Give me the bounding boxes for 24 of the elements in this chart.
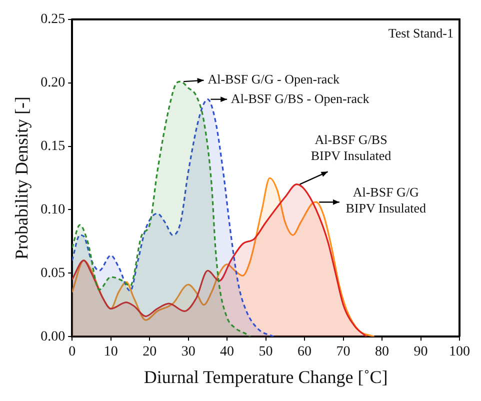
x-tick-label: 60 — [298, 344, 312, 360]
series-label: Al-BSF G/BS - Open-rack — [230, 90, 370, 106]
x-tick-label: 10 — [104, 344, 118, 360]
y-tick-label: 0.25 — [40, 12, 66, 28]
x-tick-label: 100 — [449, 344, 470, 360]
y-tick-label: 0.15 — [40, 138, 66, 154]
x-tick-label: 90 — [414, 344, 428, 360]
x-tick-label: 30 — [181, 344, 196, 360]
series-label: Al-BSF G/G - Open-rack — [208, 72, 340, 87]
y-tick-label: 0.05 — [40, 266, 66, 281]
y-tick-label: 0.00 — [40, 329, 66, 344]
series-label: Al-BSF G/BS BIPV Insulated — [310, 132, 392, 164]
y-axis-title: Probability Density [-] — [12, 96, 32, 260]
x-tick-label: 80 — [375, 344, 390, 360]
y-tick-label: 0.10 — [40, 202, 66, 218]
x-tick-label: 20 — [142, 344, 157, 360]
series-label: Al-BSF G/G BIPV Insulated — [346, 184, 427, 216]
x-tick-label: 70 — [336, 344, 350, 360]
x-tick-label: 0 — [68, 344, 76, 360]
y-tick-label: 0.20 — [40, 76, 66, 91]
x-axis-title: Diurnal Temperature Change [˚C] — [144, 366, 388, 387]
annotation: Test Stand-1 — [388, 25, 454, 40]
x-tick-label: 50 — [258, 344, 273, 360]
x-tick-label: 40 — [220, 344, 234, 360]
